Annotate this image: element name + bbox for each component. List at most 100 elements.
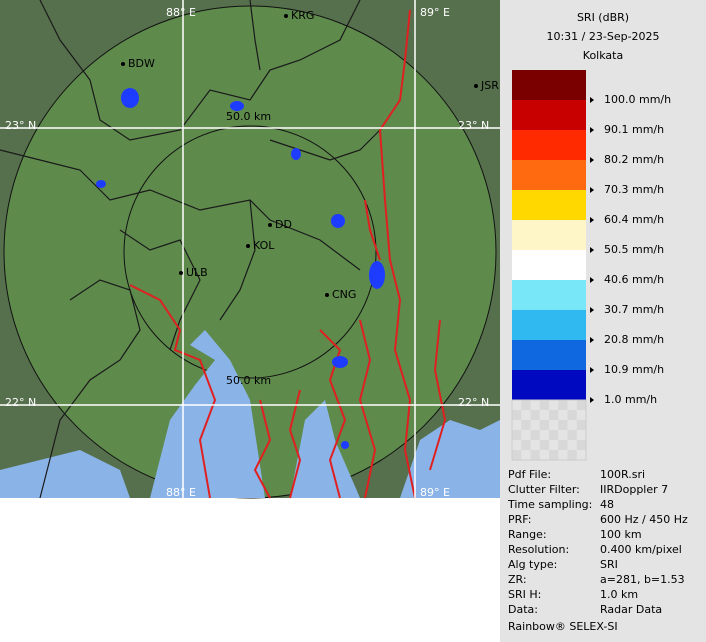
legend-label: 80.2 mm/h: [604, 153, 664, 166]
estuary: [150, 330, 265, 498]
map: 88° E 89° E 23° N 23° N 22° N 22° N 88° E 89° E…: [0, 0, 500, 499]
legend-pointer: [590, 187, 594, 193]
grid-label: 23° N: [458, 119, 489, 132]
legend-label: 10.9 mm/h: [604, 363, 664, 376]
grid-label: 88° E: [166, 6, 196, 19]
no-data-swatch: [512, 450, 522, 460]
city-dot: [121, 62, 125, 66]
info-value: 48: [600, 498, 614, 511]
color-swatch: [512, 190, 586, 220]
color-swatch: [512, 130, 586, 160]
no-data-swatch: [576, 440, 586, 450]
city-label: KRG: [291, 9, 314, 22]
no-data-swatch: [539, 400, 549, 410]
color-swatch: [512, 280, 586, 310]
info-panel: Pdf File: 100R.sri Clutter Filter: IIRDoppl…: [507, 468, 688, 633]
city-dot: [268, 223, 272, 227]
city-label: DD: [275, 218, 292, 231]
no-data-swatch: [530, 450, 540, 460]
legend-label: 1.0 mm/h: [604, 393, 657, 406]
legend-label: 60.4 mm/h: [604, 213, 664, 226]
city-label: CNG: [332, 288, 356, 301]
inner-range-ring: [123, 125, 377, 379]
no-data-swatch: [567, 450, 577, 460]
city-dot: [179, 271, 183, 275]
no-data-swatch: [549, 450, 559, 460]
no-data-swatch: [530, 430, 540, 440]
district-borders: [0, 0, 381, 499]
city-label: ULB: [186, 266, 208, 279]
color-swatch: [512, 370, 586, 400]
legend-pointer: [590, 277, 594, 283]
coast: [0, 450, 130, 498]
color-swatch: [512, 160, 586, 190]
legend-label: 40.6 mm/h: [604, 273, 664, 286]
no-data-swatch: [521, 440, 531, 450]
no-data-swatch: [530, 410, 540, 420]
legend-label: 90.1 mm/h: [604, 123, 664, 136]
legend-pointer: [590, 367, 594, 373]
range-label: 50.0 km: [226, 374, 271, 387]
legend-title: SRI (dBR): [577, 11, 629, 24]
color-swatch: [512, 70, 586, 100]
legend-pointer: [590, 127, 594, 133]
legend-pointer: [590, 97, 594, 103]
info-value: 600 Hz / 450 Hz: [600, 513, 688, 526]
grid-label: 89° E: [420, 6, 450, 19]
legend-pointer: [590, 337, 594, 343]
legend-pointer: [590, 247, 594, 253]
no-data-swatch: [521, 400, 531, 410]
info-key: Data:: [508, 603, 538, 616]
info-key: PRF:: [508, 513, 531, 526]
lat-lon-grid: [0, 0, 500, 498]
legend-label: 100.0 mm/h: [604, 93, 671, 106]
info-value: Radar Data: [600, 603, 662, 616]
no-data-swatch: [558, 440, 568, 450]
no-data-swatch: [567, 430, 577, 440]
info-key: ZR:: [508, 573, 527, 586]
info-value: SRI: [600, 558, 618, 571]
city-label: JSR: [480, 79, 499, 92]
grid-label: 89° E: [420, 486, 450, 499]
grid-label: 88° E: [166, 486, 196, 499]
grid-label: 23° N: [5, 119, 36, 132]
info-value: IIRDoppler 7: [600, 483, 668, 496]
info-key: Time sampling:: [507, 498, 592, 511]
no-data-swatch: [558, 420, 568, 430]
rain-echoes: [96, 88, 385, 449]
info-value: 1.0 km: [600, 588, 638, 601]
color-swatch: [512, 250, 586, 280]
info-value: 0.400 km/pixel: [600, 543, 682, 556]
legend-pointer: [590, 307, 594, 313]
city-dot: [246, 244, 250, 248]
info-value: 100R.sri: [600, 468, 645, 481]
info-value: a=281, b=1.53: [600, 573, 685, 586]
sea: [400, 420, 500, 498]
no-data-swatch: [576, 420, 586, 430]
no-data-swatch: [549, 430, 559, 440]
legend-pointer: [590, 157, 594, 163]
legend-label: 30.7 mm/h: [604, 303, 664, 316]
city-dot: [325, 293, 329, 297]
no-data-swatch: [549, 410, 559, 420]
legend-site: Kolkata: [583, 49, 623, 62]
no-data-swatch: [539, 440, 549, 450]
city-label: BDW: [128, 57, 155, 70]
info-key: Clutter Filter:: [508, 483, 580, 496]
legend-pointer: [590, 397, 594, 403]
color-swatch: [512, 220, 586, 250]
grid-label: 22° N: [458, 396, 489, 409]
estuary: [290, 400, 360, 498]
color-swatch: [512, 340, 586, 370]
legend-time: 10:31 / 23-Sep-2025: [546, 30, 659, 43]
info-value: 100 km: [600, 528, 642, 541]
legend-label: 20.8 mm/h: [604, 333, 664, 346]
legend-label: 50.5 mm/h: [604, 243, 664, 256]
color-swatch: [512, 100, 586, 130]
range-label: 50.0 km: [226, 110, 271, 123]
info-key: Alg type:: [508, 558, 557, 571]
no-data-border: [511, 399, 587, 461]
city-dot: [474, 84, 478, 88]
no-data-swatch: [512, 430, 522, 440]
